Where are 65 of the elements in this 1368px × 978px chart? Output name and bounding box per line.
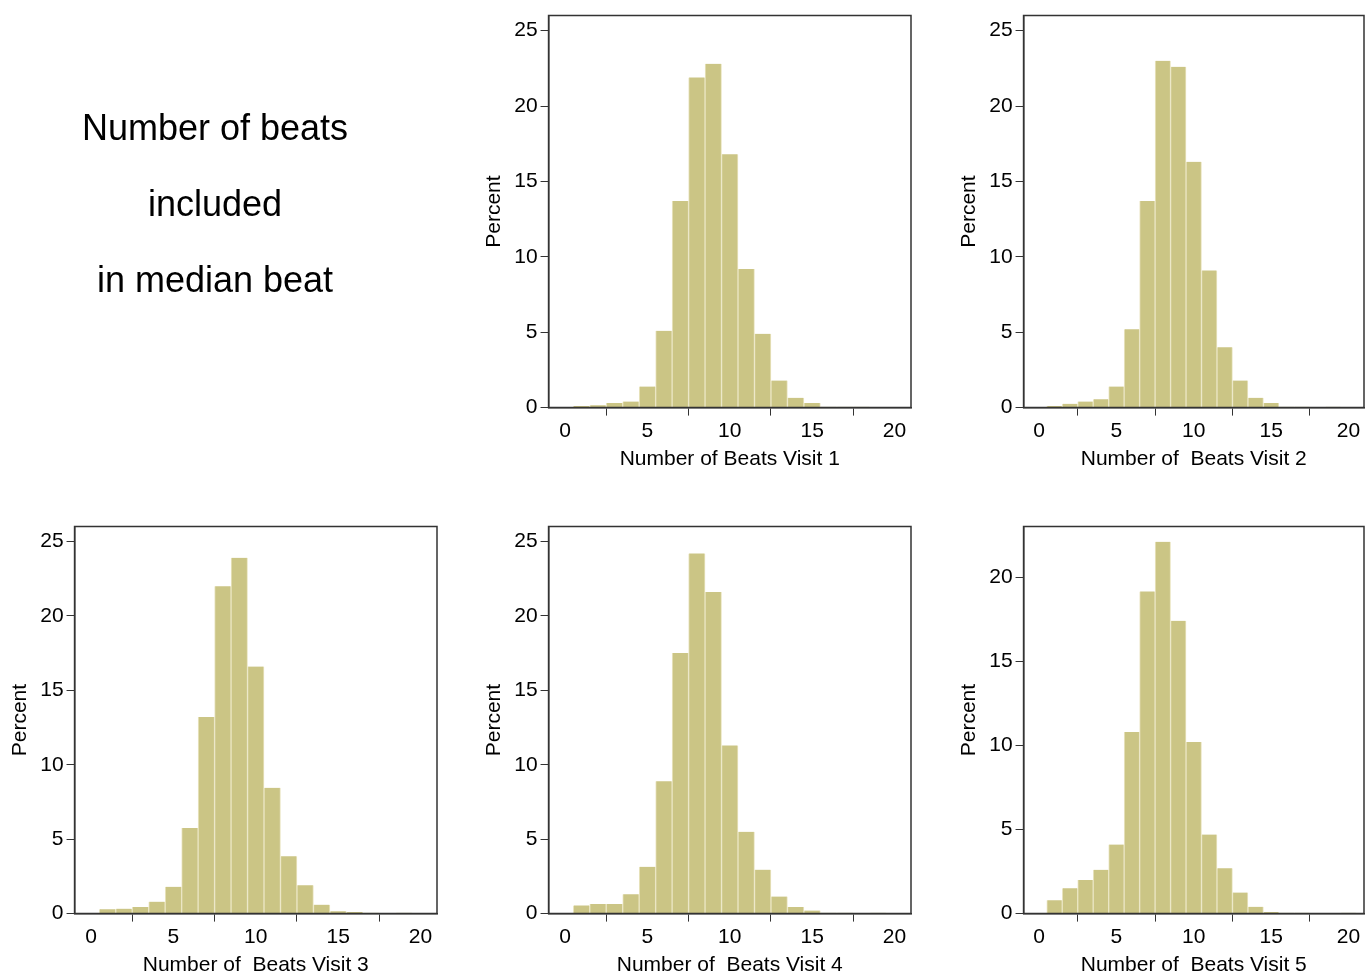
y-tick-label: 5 <box>51 825 64 849</box>
y-tick-label: 20 <box>514 92 538 116</box>
y-tick-label: 10 <box>514 751 538 775</box>
y-axis-title: Percent <box>956 683 980 757</box>
y-tick-label: 25 <box>989 17 1013 41</box>
y-tick-label: 15 <box>40 677 64 701</box>
x-tick-label: 15 <box>1259 924 1283 947</box>
x-tick-label: 0 <box>559 924 571 947</box>
x-tick-label: 5 <box>167 924 180 947</box>
y-tick-label: 20 <box>989 563 1013 587</box>
x-tick-label: 5 <box>641 924 654 947</box>
y-tick-label: 5 <box>1000 816 1013 840</box>
y-tick-label: 20 <box>989 92 1013 116</box>
y-tick-label: 0 <box>525 394 538 418</box>
y-tick-label: 10 <box>989 243 1013 267</box>
x-tick-label: 0 <box>85 924 97 947</box>
y-tick-label: 15 <box>989 648 1013 672</box>
y-tick-label: 10 <box>514 243 538 267</box>
x-tick-label: 10 <box>1182 418 1206 441</box>
x-tick-label: 10 <box>718 418 742 441</box>
y-tick-label: 25 <box>514 17 538 41</box>
y-tick-label: 15 <box>989 168 1013 192</box>
x-tick-label: 5 <box>1110 924 1123 947</box>
y-tick-label: 15 <box>514 168 538 192</box>
x-tick-label: 0 <box>1033 418 1045 441</box>
x-axis-title: Number of Beats Visit 3 <box>142 952 369 976</box>
y-tick-label: 10 <box>40 751 64 775</box>
x-tick-label: 15 <box>326 924 350 947</box>
y-tick-label: 5 <box>525 319 538 343</box>
y-tick-label: 20 <box>514 602 538 626</box>
x-tick-label: 10 <box>1182 924 1206 947</box>
x-tick-label: 20 <box>882 418 907 441</box>
y-axis-title: Percent <box>956 175 980 248</box>
x-tick-label: 20 <box>882 924 907 947</box>
y-tick-label: 10 <box>989 732 1013 756</box>
y-tick-label: 5 <box>1000 319 1013 343</box>
y-tick-label: 15 <box>514 677 538 701</box>
y-axis-title: Percent <box>481 175 505 248</box>
x-tick-label: 20 <box>1336 924 1361 947</box>
x-axis-title: Number of Beats Visit 5 <box>1080 952 1307 976</box>
y-axis-title: Percent <box>481 683 505 757</box>
x-tick-label: 15 <box>1259 418 1283 441</box>
x-tick-label: 5 <box>1110 418 1123 441</box>
y-tick-label: 5 <box>525 825 538 849</box>
y-tick-label: 25 <box>40 528 64 552</box>
x-tick-label: 0 <box>1033 924 1045 947</box>
x-tick-label: 20 <box>1336 418 1361 441</box>
y-tick-label: 25 <box>514 528 538 552</box>
text: Number of beats included in median beat <box>80 106 350 302</box>
x-tick-label: 10 <box>244 924 268 947</box>
y-tick-label: 0 <box>525 900 538 924</box>
x-tick-label: 5 <box>641 418 654 441</box>
x-tick-label: 15 <box>800 924 824 947</box>
x-tick-label: 10 <box>718 924 742 947</box>
y-tick-label: 0 <box>1000 394 1013 418</box>
x-axis-title: Number of Beats Visit 1 <box>619 446 840 470</box>
x-axis-title: Number of Beats Visit 2 <box>1080 446 1307 470</box>
y-axis-title: Percent <box>7 683 31 757</box>
x-tick-label: 0 <box>559 418 571 441</box>
x-axis-title: Number of Beats Visit 4 <box>616 952 844 976</box>
y-tick-label: 0 <box>51 900 64 924</box>
y-tick-label: 20 <box>40 602 64 626</box>
y-tick-label: 0 <box>1000 900 1013 924</box>
x-tick-label: 20 <box>408 924 433 947</box>
x-tick-label: 15 <box>800 418 824 441</box>
